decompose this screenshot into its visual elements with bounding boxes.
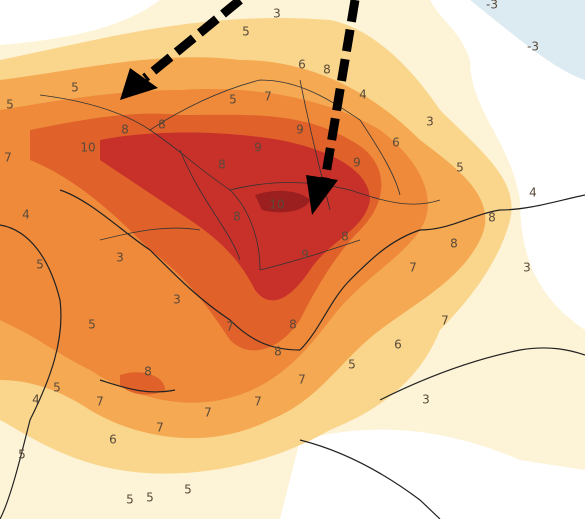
contour-label: 5 (18, 448, 26, 462)
contour-label: 5 (36, 258, 44, 272)
arrow (320, 0, 360, 181)
contour-label: 6 (394, 338, 402, 352)
arrow (142, 0, 243, 82)
contour-label: 8 (218, 158, 226, 172)
contour-label: 7 (264, 90, 272, 104)
arrows (120, 0, 360, 215)
contour-label: 9 (301, 248, 309, 262)
contour-fill (255, 190, 310, 213)
contour-label: 7 (254, 395, 262, 409)
contour-label: 6 (298, 58, 306, 72)
contour-label: 8 (233, 210, 241, 224)
contour-label: 4 (22, 208, 30, 222)
border (39, 79, 441, 271)
contour-label: 5 (348, 358, 356, 372)
contour-label: 7 (441, 314, 449, 328)
contour-label: 8 (121, 123, 129, 137)
contour-label: 7 (156, 421, 164, 435)
contour-label: 9 (296, 123, 304, 137)
coastline (0, 189, 585, 519)
white-area (430, 0, 585, 330)
contour-label: 5 (53, 381, 61, 395)
contour-label: 3 (273, 7, 281, 21)
contour-label: 6 (109, 433, 117, 447)
contour-label: 10 (80, 141, 95, 155)
contour-label: 5 (242, 25, 250, 39)
contour-label: 8 (450, 237, 458, 251)
contour-label: 5 (229, 93, 237, 107)
contour-label: 9 (254, 141, 262, 155)
contour-label: -3 (486, 0, 498, 12)
contour-label: 4 (529, 186, 537, 200)
contour-label: 5 (71, 81, 79, 95)
arrowhead (306, 175, 338, 215)
contour-label: 8 (158, 118, 166, 132)
contour-label: 8 (341, 230, 349, 244)
contour-label: 3 (422, 393, 430, 407)
contour-label: 5 (456, 161, 464, 175)
contour-label: 5 (146, 491, 154, 505)
contour-label: 6 (392, 136, 400, 150)
contour-label: 4 (359, 88, 367, 102)
contour-label: 3 (116, 251, 124, 265)
white-area (280, 429, 585, 519)
contour-label: 5 (126, 493, 134, 507)
arrowhead (120, 68, 158, 100)
contour-label: 4 (32, 393, 40, 407)
contour-label: 8 (488, 211, 496, 225)
contour-label: 3 (426, 115, 434, 129)
contour-label: 3 (173, 293, 181, 307)
cool-area (470, 0, 585, 80)
contour-label: 9 (353, 156, 361, 170)
contour-label: 5 (6, 98, 14, 112)
contour-label: 5 (184, 483, 192, 497)
contour-label: -3 (527, 40, 539, 54)
contour-label: 8 (323, 63, 331, 77)
contour-label: 7 (204, 406, 212, 420)
contour-label: 7 (298, 373, 306, 387)
contour-label: 7 (4, 151, 12, 165)
contour-label: 7 (96, 395, 104, 409)
contour-label: 10 (269, 198, 284, 212)
contour-label: 7 (409, 261, 417, 275)
contour-label: 5 (88, 318, 96, 332)
contour-label: 8 (289, 318, 297, 332)
contour-label: 3 (523, 261, 531, 275)
contour-label: 8 (274, 345, 282, 359)
white-area (0, 0, 160, 45)
contour-label: 7 (226, 320, 234, 334)
contour-label: 8 (144, 365, 152, 379)
